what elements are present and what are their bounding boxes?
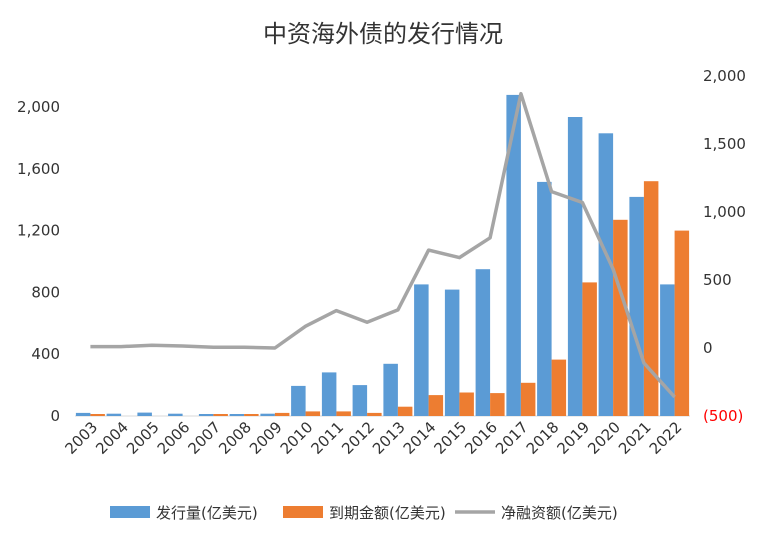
x-axis-tick-label: 2021 [615, 418, 655, 458]
x-axis-tick-label: 2008 [215, 418, 255, 458]
bar-issuance [567, 117, 583, 416]
x-axis-tick-label: 2022 [646, 418, 686, 458]
left-axis-tick-label: 400 [31, 345, 60, 363]
bar-issuance [383, 363, 398, 416]
bar-issuance [291, 385, 306, 416]
bar-issuance [352, 385, 368, 416]
line-net-financing [90, 91, 676, 399]
x-axis-tick-label: 2009 [246, 418, 286, 458]
bar-maturity [674, 230, 690, 416]
legend-swatch [283, 506, 323, 518]
right-axis-tick-label: 0 [703, 339, 713, 357]
left-axis-tick-label: 1,600 [17, 160, 60, 178]
bar-maturity [428, 395, 444, 416]
bar-issuance [321, 372, 337, 416]
bar-issuance [629, 196, 644, 416]
bar-maturity [213, 414, 228, 416]
right-axis-tick-label: 1,000 [703, 203, 746, 221]
x-axis-tick-label: 2013 [369, 418, 409, 458]
x-axis-tick-label: 2012 [338, 418, 378, 458]
bar-issuance [506, 94, 521, 417]
bar-issuance [229, 414, 245, 416]
bar-issuance [444, 289, 460, 416]
right-axis-tick-label: 500 [703, 271, 732, 289]
x-axis-tick-label: 2011 [307, 418, 347, 458]
right-axis-tick-label: (500) [703, 407, 743, 425]
legend-label: 到期金额(亿美元) [329, 504, 446, 522]
bar-maturity [367, 412, 382, 416]
x-axis-tick-label: 2007 [184, 418, 224, 458]
x-axis-tick-label: 2014 [400, 418, 440, 458]
left-axis-tick-label: 2,000 [17, 98, 60, 116]
bar-issuance [106, 413, 122, 416]
bar-maturity [490, 393, 505, 416]
bar-maturity [336, 411, 351, 416]
bar-issuance [414, 284, 429, 416]
bar-issuance [198, 414, 214, 416]
bar-maturity [397, 406, 413, 416]
x-axis-tick-label: 2003 [61, 418, 101, 458]
x-axis-tick-label: 2020 [584, 418, 624, 458]
bar-maturity [551, 359, 567, 416]
left-axis-tick-label: 1,200 [17, 222, 60, 240]
bar-issuance [168, 413, 183, 416]
bar-maturity [520, 382, 536, 416]
legend-label: 净融资额(亿美元) [501, 504, 618, 522]
x-axis-tick-label: 2017 [492, 418, 532, 458]
bar-issuance [537, 181, 552, 416]
bar-maturity [244, 414, 259, 416]
bar-maturity [643, 181, 659, 416]
bar-issuance [598, 133, 614, 417]
x-axis-tick-label: 2010 [277, 418, 317, 458]
bar-maturity [459, 392, 474, 416]
bar-issuance [75, 412, 91, 416]
legend-label: 发行量(亿美元) [156, 504, 258, 522]
legend-swatch [110, 506, 150, 518]
left-axis-tick-label: 800 [31, 283, 60, 301]
left-axis-tick-label: 0 [50, 407, 60, 425]
right-axis-tick-label: 2,000 [703, 67, 746, 85]
bar-maturity [582, 282, 597, 416]
bar-maturity [274, 412, 290, 416]
bar-issuance [260, 413, 275, 416]
bar-maturity [90, 414, 105, 416]
bar-issuance [475, 269, 491, 416]
chart-title: 中资海外债的发行情况 [263, 20, 503, 48]
bar-maturity [305, 411, 321, 416]
x-axis-tick-label: 2015 [430, 418, 470, 458]
x-axis-tick-label: 2004 [92, 418, 132, 458]
x-axis-tick-label: 2006 [154, 418, 194, 458]
x-axis-tick-label: 2018 [523, 418, 563, 458]
x-axis-tick-label: 2016 [461, 418, 501, 458]
bar-issuance [137, 412, 152, 416]
bar-maturity [613, 219, 628, 416]
right-axis-tick-label: 1,500 [703, 135, 746, 153]
x-axis-tick-label: 2005 [123, 418, 163, 458]
x-axis-tick-label: 2019 [553, 418, 593, 458]
